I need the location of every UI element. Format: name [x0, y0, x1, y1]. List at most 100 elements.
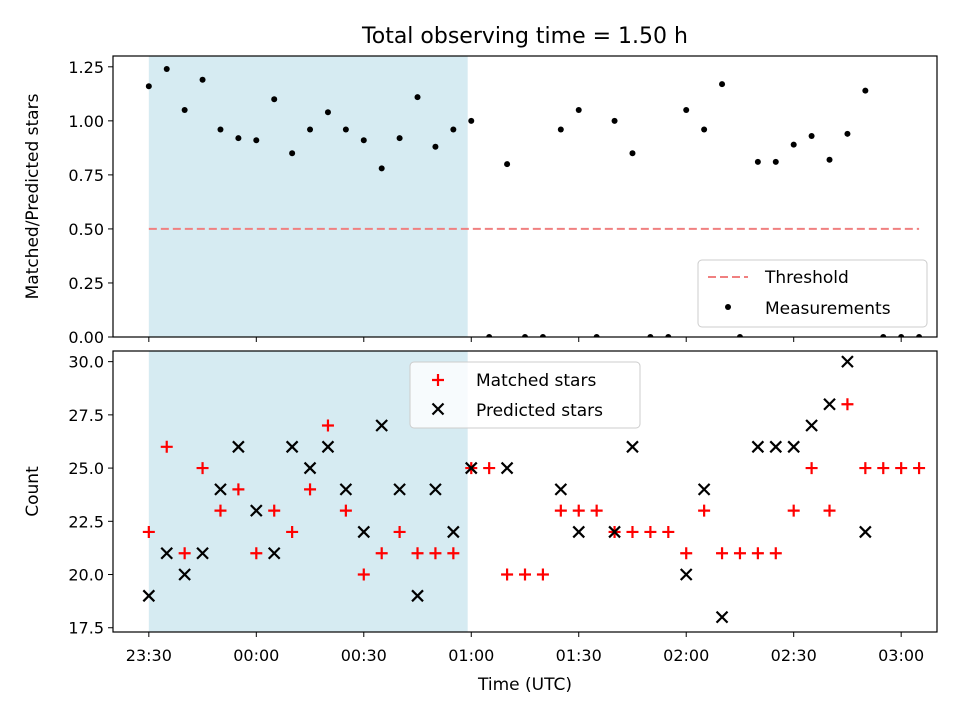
x-tick-label: 03:00	[878, 646, 924, 665]
y-axis-label: Matched/Predicted stars	[23, 93, 43, 299]
matched-star-point	[626, 525, 639, 538]
matched-star-point	[375, 547, 388, 560]
matched-star-point	[751, 547, 764, 560]
predicted-star-point	[464, 461, 478, 475]
matched-star-point	[519, 568, 531, 581]
y-tick-label: 0.00	[68, 328, 104, 347]
predicted-star-point	[357, 525, 371, 539]
legend-predicted-swatch	[431, 402, 445, 416]
measurement-point	[736, 334, 743, 337]
predicted-star-point	[160, 546, 174, 560]
predicted-star-point	[572, 525, 586, 539]
predicted-star-point	[178, 568, 191, 581]
measurement-point	[396, 135, 403, 142]
predicted-star-point	[196, 546, 209, 560]
y-tick-label: 0.25	[68, 274, 104, 293]
measurement-point	[808, 132, 815, 139]
y-tick-label: 20.0	[68, 566, 104, 585]
x-tick-label: 01:30	[556, 646, 602, 665]
matched-star-point	[411, 547, 424, 560]
predicted-star-point	[823, 397, 836, 411]
measurement-point	[253, 137, 260, 144]
matched-star-point	[913, 462, 926, 475]
measurement-point	[772, 158, 779, 165]
measurement-point	[719, 81, 726, 88]
predicted-star-point	[679, 568, 693, 581]
matched-star-point	[304, 483, 317, 496]
measurement-point	[432, 143, 439, 150]
x-tick-label: 00:00	[233, 646, 279, 665]
matched-star-point	[321, 419, 334, 432]
measurement-point	[145, 83, 152, 90]
legend-box	[697, 259, 928, 328]
y-tick-label: 25.0	[68, 459, 104, 478]
measurement-point	[360, 137, 367, 144]
y-tick-label: 1.00	[68, 112, 104, 131]
measurement-point	[235, 135, 242, 142]
measurement-point	[790, 141, 797, 148]
matched-star-point	[214, 504, 227, 517]
matched-star-point	[250, 547, 263, 560]
measurement-point	[307, 126, 314, 133]
predicted-star-point	[787, 440, 800, 454]
matched-star-point	[393, 525, 406, 538]
matched-star-point	[823, 504, 836, 517]
predicted-star-point	[214, 483, 227, 496]
predicted-star-point	[232, 440, 245, 454]
matched-star-point	[698, 504, 711, 517]
matched-star-point	[232, 483, 245, 496]
measurement-point	[862, 87, 869, 94]
matched-star-point	[644, 525, 657, 538]
measurement-point	[414, 94, 421, 101]
measurement-point	[378, 165, 385, 172]
matched-star-point	[447, 547, 460, 560]
axes-frame	[112, 55, 938, 338]
legend-matched-swatch	[432, 374, 444, 386]
measurement-point	[880, 334, 887, 337]
x-tick-label: 00:30	[341, 646, 387, 665]
predicted-star-point	[339, 483, 353, 496]
matched-star-point	[859, 462, 872, 475]
predicted-star-point	[500, 461, 514, 475]
x-tick-label: 02:30	[771, 646, 817, 665]
measurement-point	[575, 107, 582, 114]
matched-star-point	[178, 547, 191, 560]
axes-frame	[112, 350, 938, 633]
measurement-point	[522, 334, 528, 337]
predicted-star-point	[805, 419, 818, 432]
legend-threshold-label: Threshold	[764, 268, 849, 288]
x-axis-label: Time (UTC)	[477, 675, 572, 695]
x-tick-label: 02:00	[663, 646, 709, 665]
predicted-star-point	[303, 461, 317, 475]
y-axis-label: Count	[23, 466, 43, 517]
predicted-star-point	[285, 440, 299, 454]
measurement-point	[217, 126, 224, 133]
x-tick-label: 23:30	[126, 646, 172, 665]
y-tick-label: 0.50	[68, 220, 104, 239]
matched-star-point	[841, 398, 854, 411]
y-tick-label: 17.5	[68, 619, 104, 638]
predicted-star-point	[429, 483, 442, 496]
legend-measurements-label: Measurements	[765, 299, 891, 319]
measurement-point	[844, 130, 851, 137]
y-tick-label: 30.0	[68, 353, 104, 372]
matched-star-point	[733, 547, 746, 560]
matched-star-point	[286, 525, 299, 538]
legend-box	[409, 361, 641, 429]
measurement-point	[611, 117, 618, 124]
measurement-point	[898, 334, 905, 337]
y-tick-label: 0.75	[68, 166, 104, 185]
measurement-point	[504, 161, 511, 168]
y-tick-label: 27.5	[68, 406, 104, 425]
plot-area-1	[145, 56, 923, 337]
matched-star-point	[357, 568, 370, 581]
predicted-star-point	[142, 589, 156, 603]
predicted-star-point	[841, 355, 854, 368]
measurement-point	[539, 334, 546, 337]
measurement-point	[754, 158, 761, 165]
measurement-point	[324, 109, 331, 116]
measurement-point	[629, 150, 636, 157]
predicted-star-point	[697, 483, 711, 496]
y-tick-label: 22.5	[68, 512, 104, 531]
